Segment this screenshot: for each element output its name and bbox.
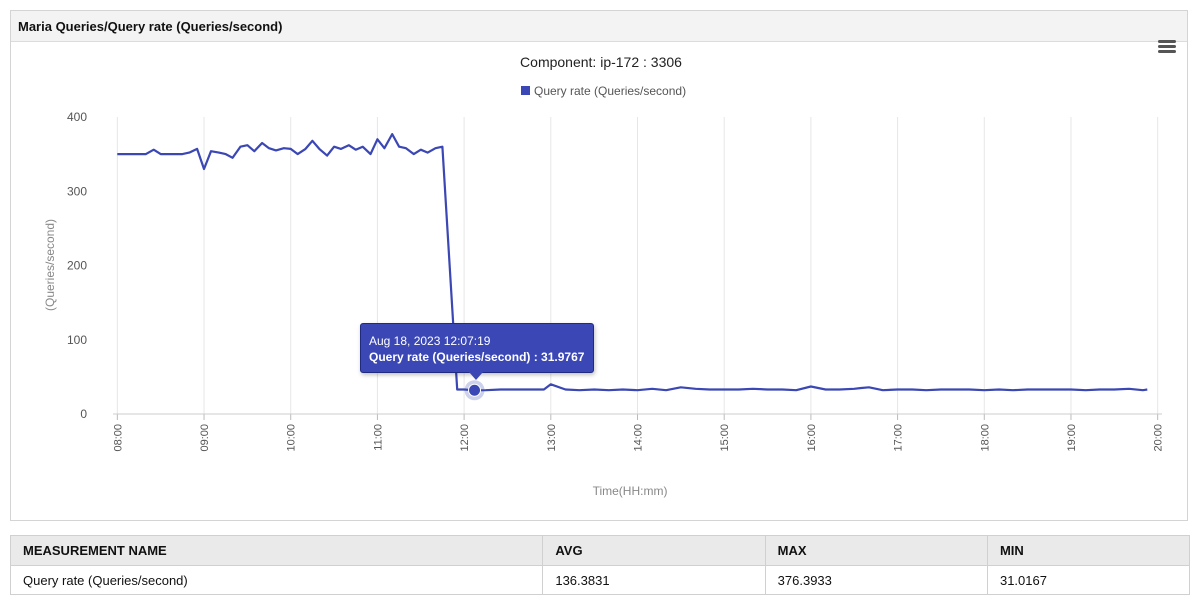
grid-lines	[116, 117, 1159, 414]
cell-measurement-name: Query rate (Queries/second)	[9, 565, 544, 595]
series-line-query-rate	[117, 133, 1148, 392]
line-chart: Component: ip-172 : 3306 Query rate (Que…	[43, 54, 1165, 498]
y-tick-label: 200	[67, 259, 87, 273]
header-min: MIN	[986, 535, 1191, 566]
y-axis-label: (Queries/second)	[43, 219, 57, 311]
tooltip-value: Query rate (Queries/second) : 31.9767	[369, 350, 585, 364]
table-header-row: MEASUREMENT NAME AVG MAX MIN	[9, 535, 1191, 566]
cell-max: 376.3933	[764, 565, 988, 595]
chart-title: Component: ip-172 : 3306	[520, 54, 682, 70]
x-tick-label: 10:00	[286, 424, 298, 452]
header-max: MAX	[764, 535, 988, 566]
x-tick-label: 08:00	[112, 424, 124, 452]
tooltip-pointer	[469, 372, 483, 380]
x-tick-label: 11:00	[372, 424, 384, 451]
chart-panel: Maria Queries/Query rate (Queries/second…	[10, 10, 1188, 521]
x-tick-label: 15:00	[719, 424, 731, 452]
x-tick-label: 13:00	[546, 424, 558, 452]
x-axis-label: Time(HH:mm)	[593, 484, 668, 498]
x-tick-label: 18:00	[979, 424, 991, 452]
series-layer	[117, 133, 1148, 401]
panel-title: Maria Queries/Query rate (Queries/second…	[11, 11, 1187, 42]
y-tick-label: 0	[80, 407, 87, 421]
x-tick-label: 09:00	[199, 424, 211, 452]
header-measurement-name: MEASUREMENT NAME	[9, 535, 544, 566]
tooltip-date: Aug 18, 2023 12:07:19	[369, 334, 491, 348]
legend-swatch	[521, 86, 530, 95]
x-tick-label: 20:00	[1153, 424, 1165, 452]
chart-menu-icon[interactable]	[1158, 40, 1176, 54]
x-tick-label: 14:00	[633, 424, 645, 452]
x-tick-label: 12:00	[459, 424, 471, 452]
y-tick-label: 300	[67, 184, 87, 198]
highlight-point	[468, 383, 482, 397]
legend-label: Query rate (Queries/second)	[534, 84, 686, 98]
measurement-table: MEASUREMENT NAME AVG MAX MIN Query rate …	[9, 535, 1191, 595]
x-tick-label: 16:00	[806, 424, 818, 452]
legend[interactable]: Query rate (Queries/second)	[521, 84, 686, 98]
cell-min: 31.0167	[986, 565, 1191, 595]
y-tick-label: 100	[67, 333, 87, 347]
header-avg: AVG	[542, 535, 766, 566]
data-tooltip: Aug 18, 2023 12:07:19 Query rate (Querie…	[360, 323, 594, 373]
table-row: Query rate (Queries/second) 136.3831 376…	[9, 565, 1191, 595]
axes: 08:00 09:00 10:00 11:00 12:00 13:00 14:00 15:00…	[67, 110, 1165, 452]
cell-avg: 136.3831	[542, 565, 766, 595]
y-tick-label: 400	[67, 110, 87, 124]
x-tick-label: 17:00	[893, 424, 905, 452]
x-tick-label: 19:00	[1066, 424, 1078, 452]
